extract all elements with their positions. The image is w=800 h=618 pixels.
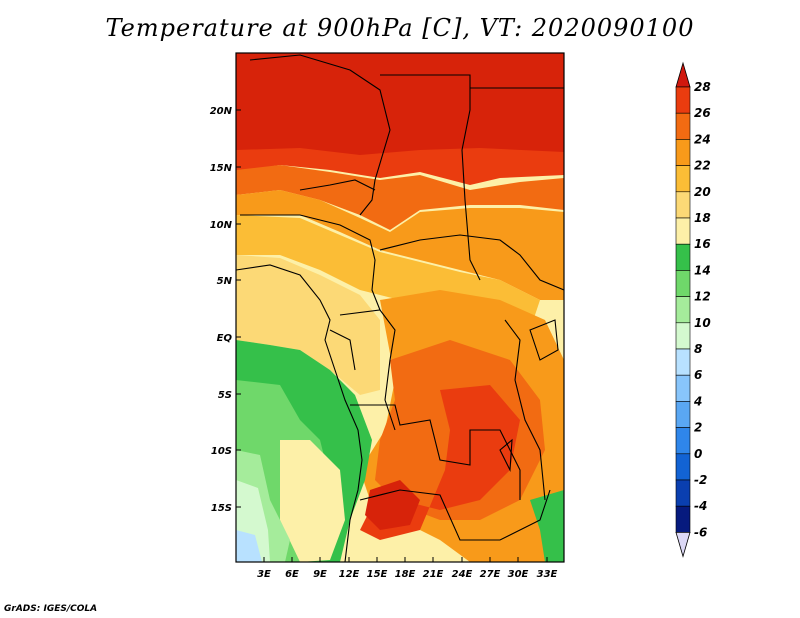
band-28-south — [365, 480, 420, 530]
lat-label: 15S — [211, 503, 232, 514]
lon-label: 3E — [257, 569, 271, 580]
band-14-east — [530, 490, 564, 562]
colorbar-swatch — [675, 479, 691, 507]
lon-label: 27E — [480, 569, 501, 580]
colorbar-bottom-arrow — [675, 532, 691, 558]
lon-label: 21E — [423, 569, 444, 580]
country-borders — [236, 54, 564, 562]
colorbar-swatch — [675, 243, 691, 271]
lat-label: 5N — [217, 276, 233, 287]
lon-label: 12E — [339, 569, 360, 580]
colorbar-swatch — [675, 401, 691, 428]
colorbar-swatch — [675, 322, 691, 350]
colorbar-swatch — [675, 453, 691, 481]
colorbar-label: 8 — [694, 342, 702, 356]
credit-label: GrADS: IGES/COLA — [4, 604, 98, 614]
lon-label: 9E — [313, 569, 327, 580]
band-24 — [236, 165, 564, 230]
map-title: Temperature at 900hPa [C], VT: 202009010… — [105, 14, 695, 42]
colorbar-label: 22 — [694, 159, 711, 173]
lat-label: 10N — [210, 220, 233, 231]
lat-label: 15N — [210, 163, 233, 174]
lat-label: 10S — [211, 446, 232, 457]
colorbar-label: 0 — [694, 447, 702, 461]
colorbar-label: 28 — [694, 80, 711, 94]
colorbar-swatch — [675, 191, 691, 219]
colorbar-label: 18 — [694, 211, 711, 225]
lon-label: 24E — [452, 569, 473, 580]
colorbar-label: 24 — [694, 132, 711, 146]
lon-label: 18E — [395, 569, 416, 580]
lat-label: 20N — [210, 106, 233, 117]
lon-label: 30E — [508, 569, 529, 580]
band-16-warm-patch — [280, 440, 345, 562]
colorbar-label: 12 — [694, 290, 711, 304]
longitude-axis: 3E 6E 9E 12E 15E 18E 21E 24E 27E 30E 33E — [257, 569, 557, 580]
colorbar-swatch — [675, 217, 691, 245]
latitude-axis: 20N 15N 10N 5N EQ 5S 10S 15S — [210, 106, 233, 514]
colorbar-top-arrow — [675, 61, 691, 88]
colorbar-swatch — [675, 270, 691, 297]
band-26 — [236, 148, 564, 185]
lon-label: 33E — [537, 569, 558, 580]
colorbar-swatch — [675, 86, 691, 114]
band-28 — [236, 53, 564, 163]
colorbar-label: 4 — [693, 394, 702, 408]
colorbar-swatch — [675, 112, 691, 140]
lon-label: 6E — [285, 569, 299, 580]
colorbar-label: 6 — [694, 368, 702, 382]
colorbar-label: 2 — [694, 421, 702, 435]
colorbar-swatch — [675, 505, 691, 533]
lat-label: 5S — [218, 390, 232, 401]
colorbar-label: -4 — [694, 499, 707, 513]
colorbar-swatch — [675, 348, 691, 376]
colorbar-label: -2 — [694, 473, 707, 487]
latitude-ticks — [236, 109, 241, 508]
map-frame — [235, 52, 565, 563]
colorbar-swatch — [675, 165, 691, 193]
lat-label: EQ — [217, 333, 233, 344]
colorbar-swatch — [675, 374, 691, 402]
lon-label: 15E — [367, 569, 388, 580]
colorbar-label: 10 — [694, 316, 711, 330]
colorbar-label: 16 — [694, 237, 711, 251]
longitude-ticks — [263, 557, 548, 562]
colorbar-label: -6 — [694, 525, 707, 539]
colorbar-swatch — [675, 139, 691, 166]
colorbar-swatch — [675, 296, 691, 324]
band-18 — [236, 255, 380, 395]
colorbar-label: 20 — [694, 185, 711, 199]
colorbar-swatch — [675, 427, 691, 455]
colorbar-label: 26 — [694, 106, 711, 120]
band-06 — [236, 530, 262, 562]
colorbar-label: 14 — [694, 263, 711, 277]
temperature-field — [236, 53, 564, 562]
